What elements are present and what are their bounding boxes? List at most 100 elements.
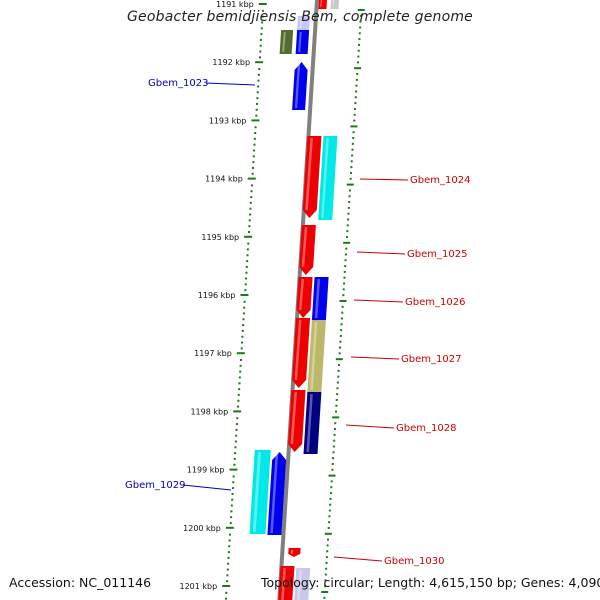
gene-labels-layer: Gbem_1023 Gbem_1024 Gbem_1025 Gbem_1026 Gbem… xyxy=(125,78,470,567)
minor-tick xyxy=(238,376,241,379)
minor-tick xyxy=(341,311,344,314)
minor-tick xyxy=(258,68,261,71)
minor-tick xyxy=(357,55,360,58)
minor-tick xyxy=(343,276,346,279)
minor-tick xyxy=(339,346,342,349)
minor-tick xyxy=(354,102,357,105)
minor-tick xyxy=(356,73,359,76)
gene-leader-line xyxy=(353,299,404,303)
minor-tick xyxy=(358,32,361,35)
gene-gbem-1030-body xyxy=(288,548,301,557)
minor-tick xyxy=(234,452,237,455)
minor-tick xyxy=(358,43,361,46)
gene-gbem-1024 xyxy=(302,136,322,218)
gene-gbem-1025-body xyxy=(299,225,316,275)
minor-tick xyxy=(248,219,251,222)
tick-marks-layer: 1191 kbp 1192 kbp 1193 kbp 1194 kbp 1195 kbp… xyxy=(179,0,365,600)
minor-tick xyxy=(257,73,260,76)
minor-tick xyxy=(236,417,239,420)
topology-text: Topology: circular; Length: 4,615,150 bp… xyxy=(261,575,600,590)
minor-tick xyxy=(359,20,362,23)
minor-tick xyxy=(342,294,345,297)
minor-tick xyxy=(228,539,231,542)
tick-label: 1201 kbp xyxy=(179,582,217,591)
tick-label: 1191 kbp xyxy=(216,0,254,9)
minor-tick xyxy=(341,305,344,308)
tick-label: 1200 kbp xyxy=(183,524,221,533)
tick-label: 1199 kbp xyxy=(187,466,225,475)
minor-tick xyxy=(243,300,246,303)
gene-label-gbem-1026: Gbem_1026 xyxy=(405,297,465,308)
gene-leader-line xyxy=(345,424,395,429)
minor-tick xyxy=(324,573,327,576)
minor-tick xyxy=(338,352,341,355)
gene-gbem-1024-shine xyxy=(305,137,313,211)
gene-bottom-red-body xyxy=(278,566,295,600)
minor-tick xyxy=(345,247,348,250)
gene-gbem-1029-companion-shine xyxy=(252,451,261,533)
minor-tick xyxy=(230,516,233,519)
minor-tick xyxy=(342,288,345,291)
minor-tick xyxy=(237,399,240,402)
gene-label-gbem-1030: Gbem_1030 xyxy=(384,556,444,567)
minor-tick xyxy=(354,107,357,110)
minor-tick xyxy=(245,271,248,274)
minor-tick xyxy=(333,439,336,442)
minor-tick xyxy=(329,497,332,500)
minor-tick xyxy=(248,225,251,228)
gene-gbem-1028-companion xyxy=(303,392,322,454)
minor-tick xyxy=(347,206,350,209)
gene-gbem-1023-body xyxy=(292,62,308,110)
minor-tick xyxy=(357,49,360,52)
minor-tick xyxy=(261,9,264,12)
minor-tick xyxy=(340,323,343,326)
minor-tick xyxy=(235,434,238,437)
minor-tick xyxy=(340,329,343,332)
gene-gbem-1023 xyxy=(292,62,308,110)
minor-tick xyxy=(346,230,349,233)
gene-top-olive xyxy=(279,30,294,54)
minor-tick xyxy=(333,428,336,431)
minor-tick xyxy=(260,38,263,41)
minor-tick xyxy=(355,84,358,87)
gene-bottom-grey-shine xyxy=(297,569,302,600)
minor-tick xyxy=(252,161,255,164)
gene-top-blue-shine xyxy=(298,31,302,53)
gene-gbem-1025 xyxy=(299,225,316,275)
minor-tick xyxy=(227,556,230,559)
gene-bottom-red-shine xyxy=(281,567,286,600)
minor-tick xyxy=(350,171,353,174)
minor-tick xyxy=(244,283,247,286)
minor-tick xyxy=(242,312,245,315)
gene-gbem-1029-companion-body xyxy=(249,450,271,534)
minor-tick xyxy=(259,44,262,47)
minor-tick xyxy=(328,509,331,512)
minor-tick xyxy=(349,177,352,180)
minor-tick xyxy=(253,143,256,146)
gene-label-gbem-1025: Gbem_1025 xyxy=(407,249,467,260)
gene-gbem-1029-shine xyxy=(270,453,279,534)
gene-gbem-1024-companion xyxy=(318,136,338,220)
minor-tick xyxy=(348,189,351,192)
minor-tick xyxy=(229,521,232,524)
minor-tick xyxy=(325,567,328,570)
minor-tick xyxy=(257,79,260,82)
minor-tick xyxy=(237,393,240,396)
minor-tick xyxy=(358,38,361,41)
gene-gbem-1028-body xyxy=(288,390,306,452)
minor-tick xyxy=(234,440,237,443)
tick-label: 1193 kbp xyxy=(209,116,247,125)
minor-tick xyxy=(257,85,260,88)
minor-tick xyxy=(351,154,354,157)
gene-top-blue-body xyxy=(295,30,310,54)
gene-bottom-red xyxy=(278,566,295,600)
minor-tick xyxy=(326,538,329,541)
minor-tick xyxy=(332,457,335,460)
minor-tick xyxy=(354,96,357,99)
gene-gbem-1029-companion xyxy=(249,450,271,534)
gene-gbem-1028-companion-shine xyxy=(306,393,313,453)
minor-tick xyxy=(337,369,340,372)
minor-tick xyxy=(344,259,347,262)
minor-tick xyxy=(351,148,354,151)
gene-gbem-1026-companion-shine xyxy=(314,278,321,319)
